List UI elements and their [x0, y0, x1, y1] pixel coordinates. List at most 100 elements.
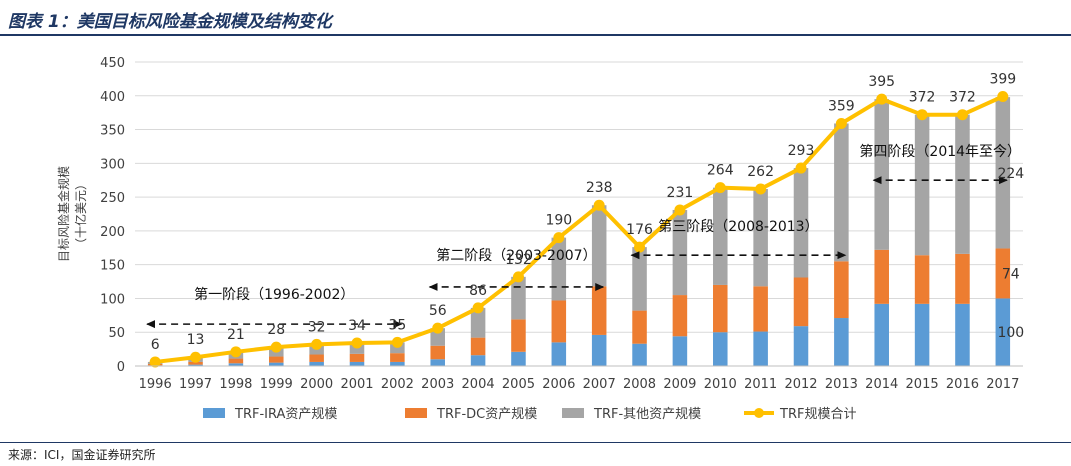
total-point: [190, 351, 202, 363]
legend-swatch-marker: [754, 408, 764, 418]
title-divider: [0, 34, 1071, 36]
bar-segment: [390, 353, 405, 362]
bar-segment: [430, 345, 445, 360]
bar-segment: [914, 255, 930, 304]
bar-segment: [874, 303, 889, 366]
x-tick-label: 1998: [219, 377, 252, 392]
phase-label: 第二阶段（2003-2007）: [436, 247, 596, 264]
legend-swatch: [562, 408, 584, 418]
stacked-bar-line-chart: 第一阶段（1996-2002） 第二阶段（2003-2007） 第三阶段（2008-…: [56, 56, 1025, 422]
bar-segment: [269, 362, 284, 366]
x-tick-label: 2013: [825, 377, 858, 392]
x-tick-label: 2010: [704, 377, 737, 392]
bar-segment: [591, 334, 607, 366]
total-point: [351, 337, 363, 349]
total-value-label: 56: [429, 303, 447, 319]
y-axis-title-line: 目标风险基金规模: [56, 166, 71, 262]
y-tick-label: 300: [100, 157, 125, 172]
bar-segment: [793, 326, 809, 366]
y-tick-label: 50: [108, 326, 125, 341]
total-value-label: 395: [868, 74, 895, 90]
x-tick-label: 2011: [744, 377, 777, 392]
total-value-label: 262: [747, 164, 774, 180]
bar-segment: [753, 189, 768, 287]
bar-segment: [470, 307, 486, 338]
total-point: [755, 183, 767, 195]
total-point: [553, 232, 565, 244]
total-point: [876, 93, 888, 105]
bar-segment: [591, 286, 607, 335]
legend-label: TRF-IRA资产规模: [234, 407, 337, 422]
phase-label: 第三阶段（2008-2013）: [658, 218, 818, 235]
bar-segment: [955, 114, 970, 254]
y-tick-label: 400: [100, 90, 125, 105]
x-tick-label: 2005: [502, 377, 535, 392]
total-value-label: 293: [788, 143, 815, 159]
x-tick-label: 2015: [906, 377, 939, 392]
legend: TRF-IRA资产规模 TRF-DC资产规模 TRF-其他资产规模 TRF规模合计: [203, 407, 856, 422]
x-tick-label: 2009: [663, 377, 696, 392]
bar-segment: [632, 247, 647, 311]
phase-annotations: 第一阶段（1996-2002） 第二阶段（2003-2007） 第三阶段（2008-…: [146, 143, 1021, 329]
y-axis-title-line: （十亿美元）: [73, 178, 88, 250]
bar-segment: [672, 336, 688, 366]
total-point: [593, 199, 605, 211]
total-value-label: 399: [989, 71, 1016, 87]
bar-segment: [874, 249, 889, 304]
total-point: [916, 109, 928, 121]
bar-segment: [309, 354, 324, 362]
total-point: [311, 338, 323, 350]
bar-segment: [914, 114, 930, 256]
total-point: [835, 117, 847, 129]
bar-segment: [511, 319, 526, 352]
bar-segment: [955, 253, 970, 304]
total-value-label: 238: [586, 180, 613, 196]
bar-segment: [713, 332, 728, 366]
total-value-label: 264: [707, 163, 734, 179]
bar-segment: [430, 328, 445, 346]
bar-segment: [551, 342, 567, 366]
total-point: [391, 336, 403, 348]
bar-segment: [228, 358, 244, 364]
bar-segment: [834, 261, 849, 319]
phase-label: 第四阶段（2014年至今）: [859, 143, 1021, 160]
bar-segment: [713, 187, 728, 285]
bar-segment: [511, 351, 526, 366]
segment-value-label: 224: [997, 166, 1024, 182]
bar-segment: [955, 303, 970, 366]
total-point: [270, 341, 282, 353]
x-tick-label: 2006: [542, 377, 575, 392]
legend-swatch: [203, 408, 225, 418]
bar-segment: [430, 359, 445, 366]
legend-label: TRF-DC资产规模: [436, 407, 537, 422]
total-value-label: 6: [151, 337, 160, 353]
bar-segment: [349, 353, 365, 362]
bar-segment: [995, 97, 1011, 249]
data-labels: 6 13 21 28 32 34 35 56 86 132 190 238 176 231 264 262 29…: [151, 71, 1025, 352]
total-value-label: 21: [227, 327, 245, 343]
total-point: [149, 356, 161, 368]
x-tick-label: 2012: [784, 377, 817, 392]
x-tick-label: 2017: [986, 377, 1019, 392]
figure-header: 图表 1：美国目标风险基金规模及结构变化: [0, 0, 1071, 34]
bar-segment: [793, 277, 809, 327]
bar-segment: [390, 361, 405, 366]
segment-value-label: 100: [997, 325, 1024, 341]
figure-title: 图表 1：美国目标风险基金规模及结构变化: [8, 12, 332, 32]
total-value-label: 359: [828, 98, 855, 114]
bar-segment: [995, 298, 1011, 366]
bar-segment: [309, 361, 324, 366]
total-value-label: 32: [308, 319, 326, 335]
total-value-label: 190: [545, 213, 572, 229]
x-tick-label: 1996: [139, 377, 172, 392]
x-tick-label: 2001: [340, 377, 373, 392]
total-point: [634, 241, 646, 253]
x-tick-label: 2000: [300, 377, 333, 392]
total-value-label: 372: [949, 90, 976, 106]
total-point: [432, 322, 444, 334]
bar-segment: [228, 363, 244, 366]
bar-segment: [753, 286, 768, 332]
x-tick-label: 1997: [179, 377, 212, 392]
y-tick-label: 250: [100, 191, 125, 206]
y-tick-label: 200: [100, 225, 125, 240]
